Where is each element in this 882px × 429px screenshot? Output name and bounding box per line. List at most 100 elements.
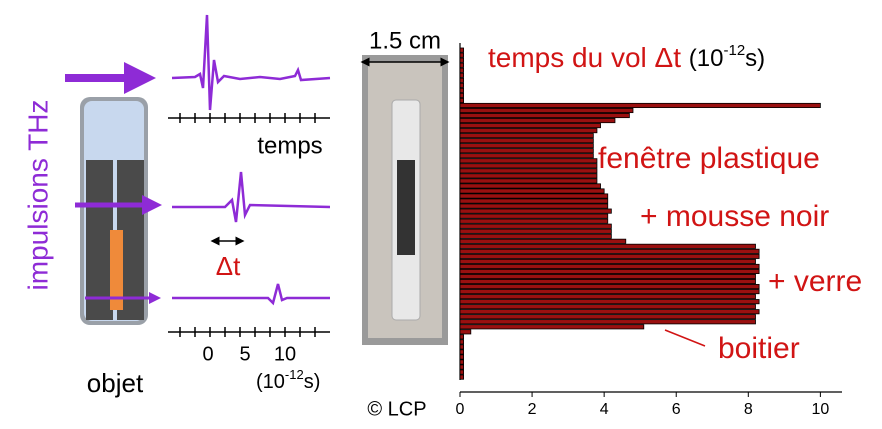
- object-label: objet: [87, 368, 144, 398]
- bar: [459, 238, 627, 244]
- bar: [459, 243, 756, 249]
- bar: [459, 183, 601, 189]
- bar: [459, 153, 594, 159]
- bar: [459, 128, 598, 134]
- bar: [459, 102, 821, 109]
- time-unit: (10-12s): [256, 367, 320, 393]
- bar: [459, 223, 612, 229]
- bar: [459, 213, 609, 219]
- bar: [459, 107, 634, 114]
- bar: [459, 138, 594, 144]
- bar: [459, 203, 609, 209]
- x-tick-label: 2: [528, 401, 537, 418]
- object-part: [86, 160, 113, 320]
- photo-foam: [397, 160, 415, 255]
- bar: [459, 57, 465, 63]
- bar: [459, 123, 601, 129]
- annotation-line: [664, 329, 706, 347]
- annotation: fenêtre plastique: [598, 142, 820, 175]
- time-label: temps: [257, 132, 322, 159]
- bar: [459, 158, 598, 164]
- bar: [459, 289, 760, 295]
- bar: [459, 77, 465, 83]
- bar: [459, 67, 465, 73]
- time-tick: 10: [274, 343, 296, 365]
- bar: [459, 268, 760, 275]
- x-tick-label: 10: [811, 401, 829, 418]
- annotation: boitier: [718, 332, 800, 365]
- bar: [459, 92, 465, 98]
- bar: [459, 188, 605, 194]
- x-tick-label: 4: [600, 401, 609, 418]
- annotation: + mousse noir: [640, 200, 829, 233]
- title-text: temps du vol Δt: [488, 42, 689, 73]
- bar: [459, 47, 465, 53]
- bar: [459, 72, 465, 78]
- bar: [459, 329, 472, 335]
- bar: [459, 344, 465, 350]
- delta-label: Δt: [216, 251, 241, 281]
- title-unit: s): [745, 45, 765, 72]
- bar: [459, 173, 598, 179]
- bar: [459, 374, 465, 380]
- bar: [459, 304, 756, 310]
- bar: [459, 62, 465, 68]
- bar: [459, 118, 616, 124]
- bar: [459, 178, 598, 184]
- time-tick: 0: [202, 343, 213, 365]
- bar: [459, 168, 598, 174]
- title-sup: -12: [723, 42, 745, 59]
- annotation: + verre: [768, 265, 862, 298]
- bar: [459, 359, 465, 365]
- bar: [459, 133, 594, 139]
- time-tick: 5: [239, 343, 250, 365]
- bar: [459, 52, 465, 58]
- credit: © LCP: [367, 398, 426, 420]
- object-glass: [110, 230, 123, 310]
- bar: [459, 248, 760, 254]
- bar: [459, 82, 465, 88]
- bar: [459, 364, 465, 370]
- bar: [459, 112, 630, 119]
- x-tick-label: 0: [456, 401, 465, 418]
- bar: [459, 87, 465, 93]
- title-unit: (10: [689, 45, 724, 72]
- bar: [459, 349, 465, 355]
- bar: [459, 258, 756, 264]
- chart-title: temps du vol Δt (10-12s): [488, 42, 765, 73]
- scale-label: 1.5 cm: [369, 27, 441, 54]
- bar: [459, 294, 756, 300]
- bar: [459, 263, 760, 269]
- x-tick-label: 8: [744, 401, 753, 418]
- unit-text: s): [304, 371, 321, 393]
- bar: [459, 143, 594, 149]
- bar: [459, 273, 756, 280]
- pulse-label: impulsions THz: [22, 100, 53, 291]
- bar: [459, 334, 465, 340]
- bar: [459, 97, 465, 103]
- bar: [459, 299, 760, 305]
- bar: [459, 233, 612, 239]
- bar: [459, 369, 465, 375]
- bar: [459, 278, 756, 285]
- bar: [459, 253, 760, 259]
- bar: [459, 324, 645, 330]
- unit-sup: -12: [285, 367, 304, 382]
- bar: [459, 339, 465, 345]
- bar: [459, 163, 598, 169]
- chart: 10 8 6 4 2 0 temps du vol Δt (10-12s) fenêtre…: [456, 42, 863, 418]
- bar: [459, 198, 609, 204]
- bar: [459, 284, 760, 290]
- bar: [459, 314, 756, 320]
- time-axes: [168, 113, 330, 337]
- bar: [459, 148, 594, 154]
- bar: [459, 319, 756, 325]
- x-tick-label: 6: [672, 401, 681, 418]
- bar: [459, 228, 612, 234]
- bar: [459, 218, 609, 224]
- unit-text: (10: [256, 371, 285, 393]
- bar: [459, 208, 612, 214]
- bar: [459, 309, 760, 315]
- bar: [459, 193, 609, 199]
